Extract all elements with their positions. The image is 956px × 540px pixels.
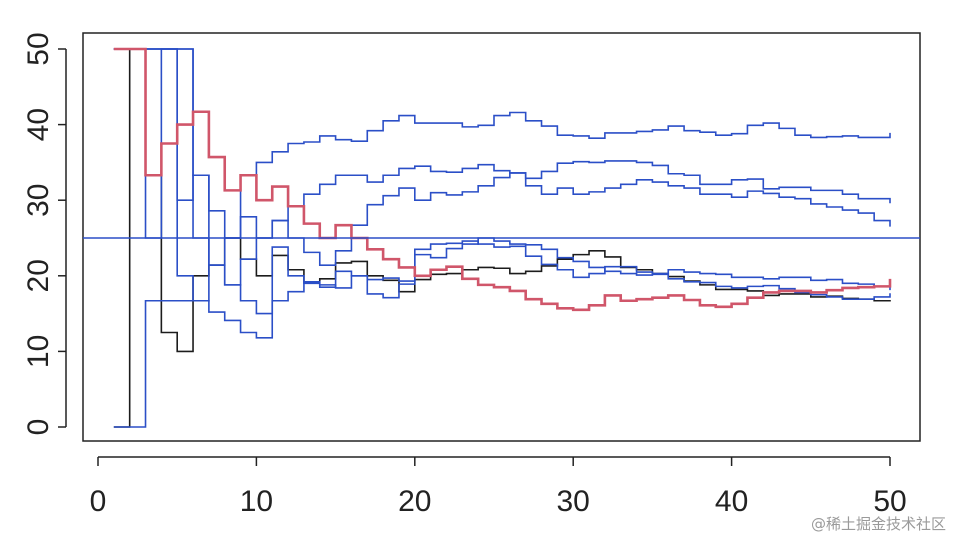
series-line-5 [113,48,891,302]
x-tick-label: 50 [873,485,906,518]
y-axis: 0 10 20 30 40 50 [22,32,67,436]
series-line-6 [113,48,891,267]
y-tick-label: 20 [22,259,55,292]
series-line-3 [113,48,891,315]
y-tick-label: 50 [22,32,55,65]
x-axis: 0 10 20 30 40 50 [90,456,907,518]
x-tick-label: 40 [715,485,748,518]
series-line-2 [113,237,891,428]
x-tick-label: 0 [90,485,107,518]
y-tick-label: 40 [22,108,55,141]
series-line-7 [113,47,892,312]
x-tick-label: 20 [398,485,431,518]
x-tick-label: 10 [240,485,273,518]
y-tick-label: 10 [22,335,55,368]
x-tick-label: 30 [557,485,590,518]
y-tick-label: 30 [22,184,55,217]
plot-frame [82,32,921,442]
series-line-4 [113,48,891,267]
y-tick-label: 0 [22,419,55,436]
series-layer [113,47,892,428]
watermark: @稀土掘金技术社区 [810,515,946,533]
